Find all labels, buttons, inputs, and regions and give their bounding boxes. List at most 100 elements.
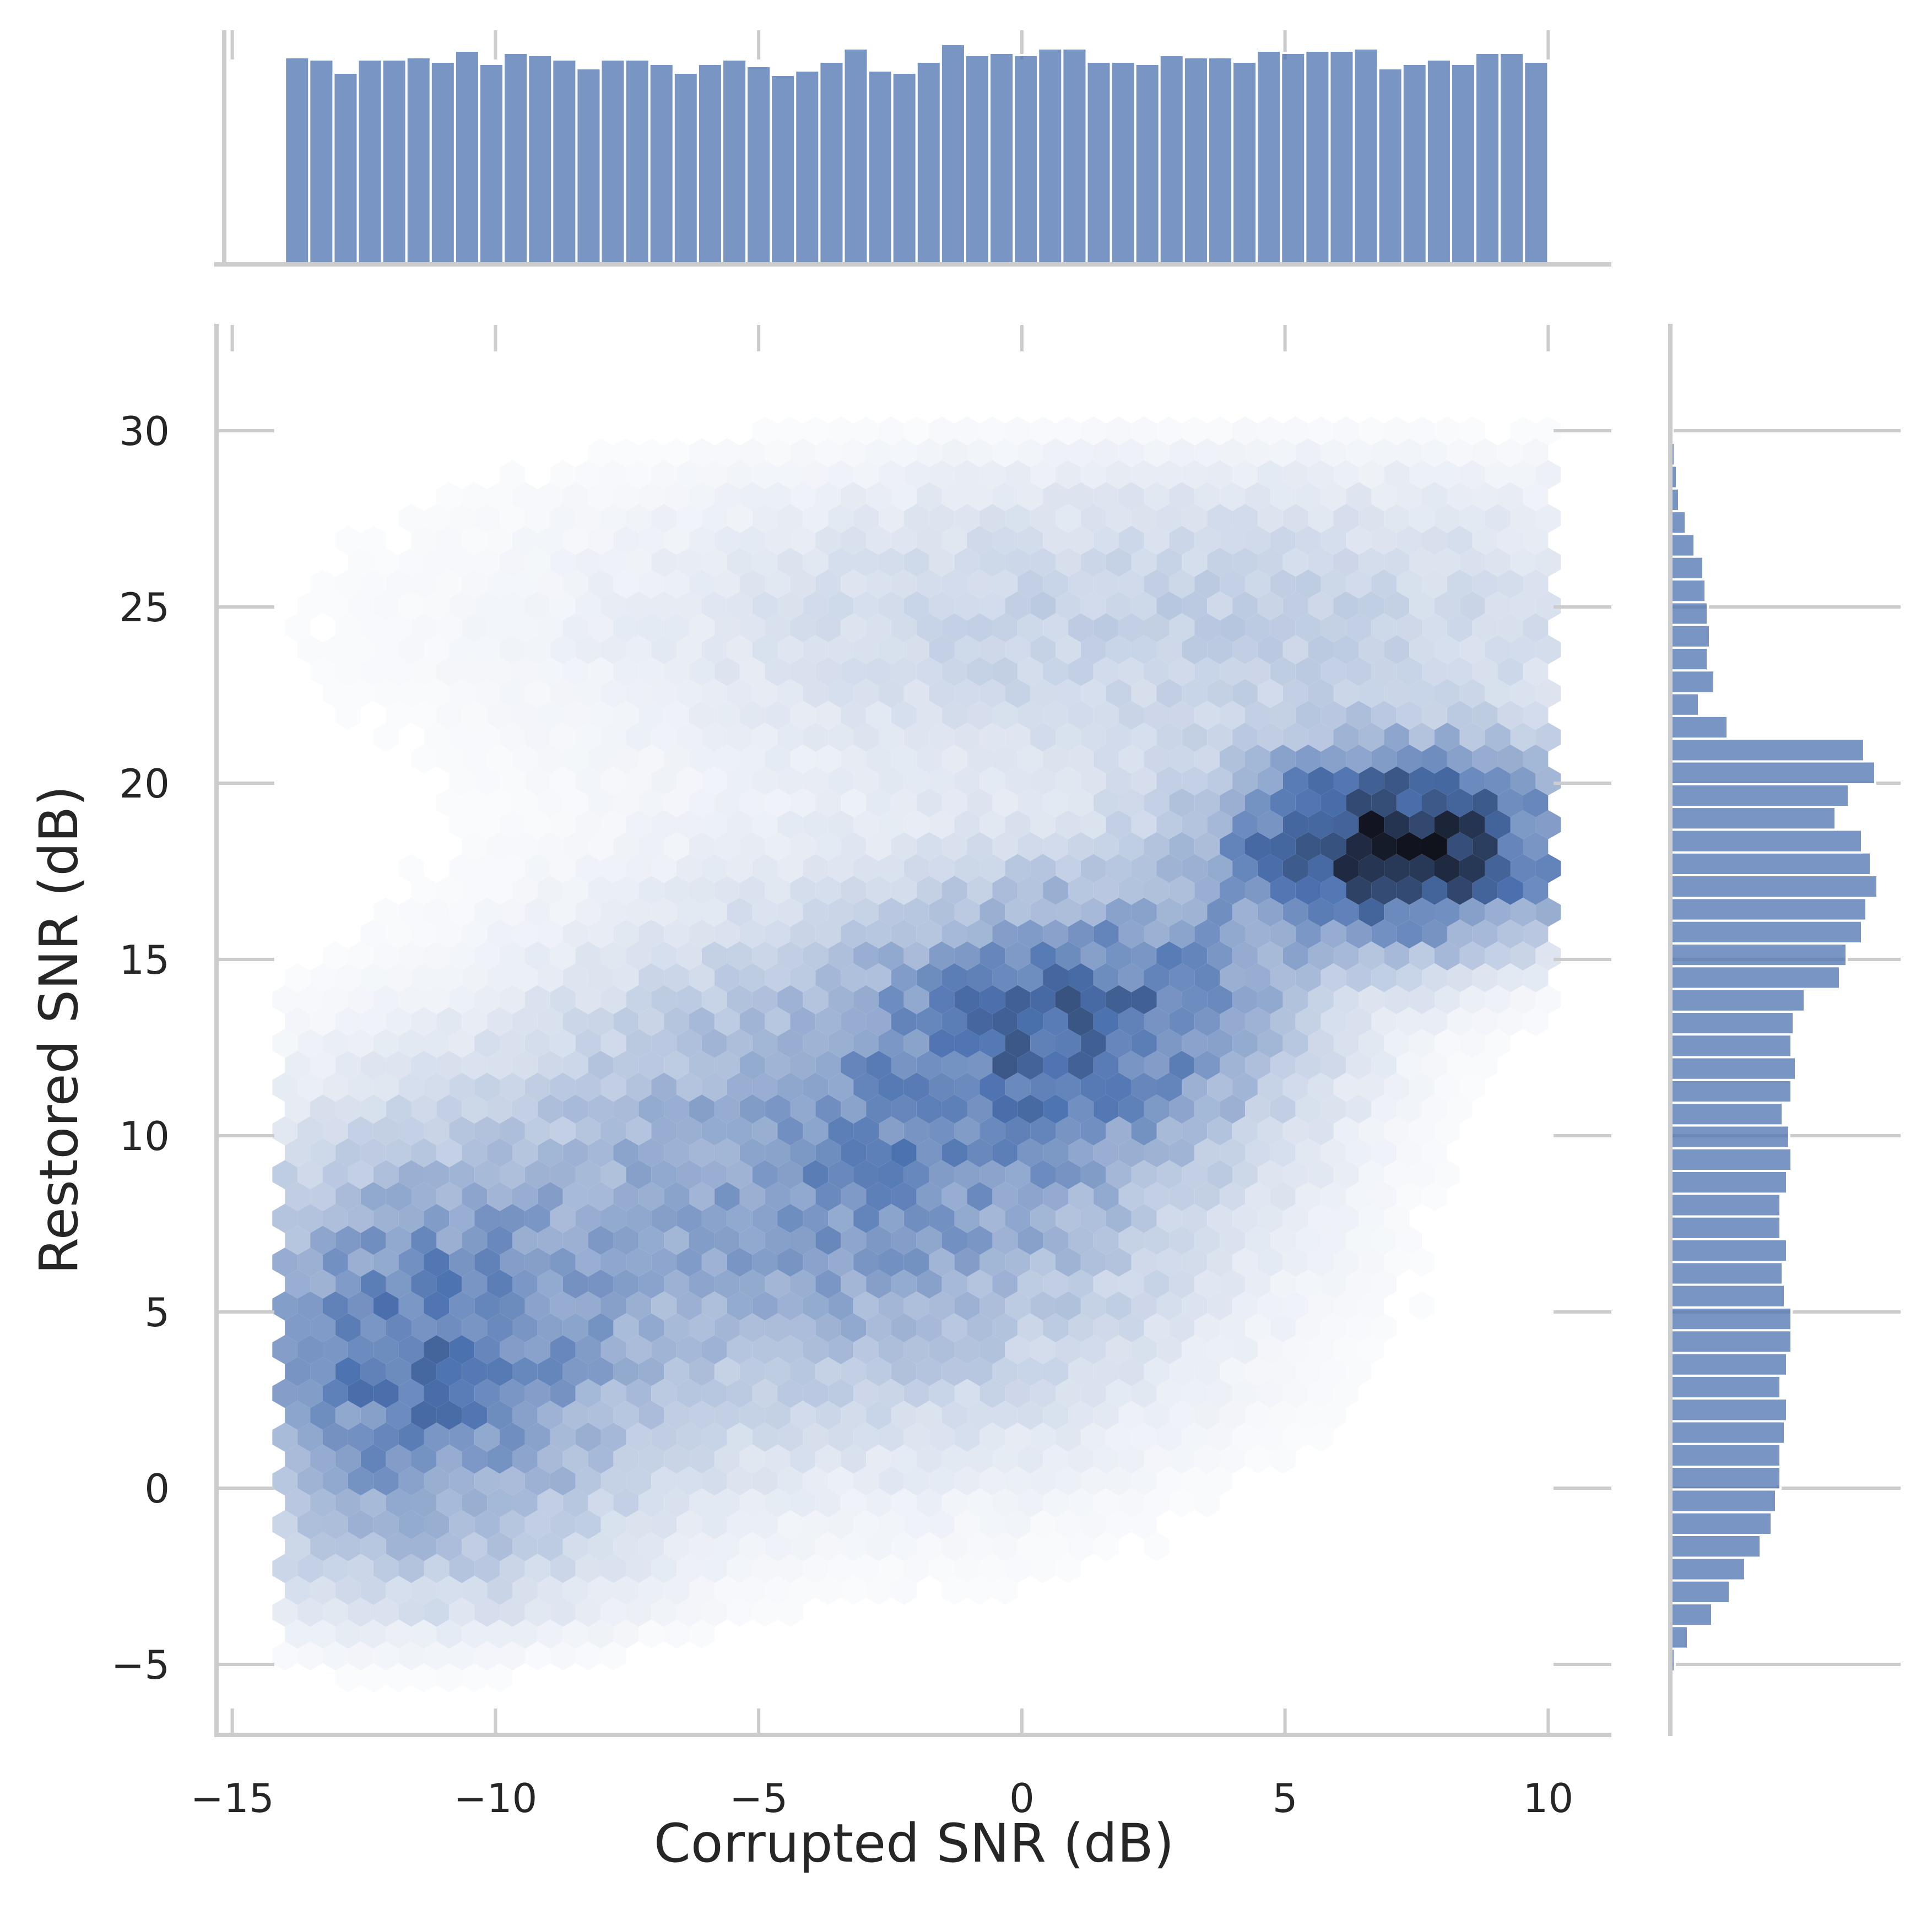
hexbin-cell	[828, 503, 854, 533]
hexbin-cell	[1409, 897, 1435, 927]
hexbin-cell	[664, 1050, 689, 1080]
hexbin-cell	[524, 1072, 550, 1102]
hexbin-cell	[1371, 1007, 1397, 1037]
hexbin-cell	[714, 569, 740, 599]
hexbin-cell	[537, 1050, 563, 1080]
hexbin-cell	[348, 985, 374, 1015]
hexbin-cell	[1485, 810, 1511, 839]
hexbin-cell	[664, 1225, 689, 1255]
hexbin-cell	[1093, 788, 1119, 817]
hexbin-cell	[360, 919, 386, 949]
hexbin-cell	[1220, 1225, 1245, 1255]
hexbin-cell	[323, 1247, 348, 1277]
hexbin-cell	[1043, 1269, 1068, 1299]
hexbin-cell	[1295, 744, 1321, 774]
hexbin-cell	[398, 1379, 424, 1408]
hexbin-cell	[866, 569, 891, 599]
hexbin-cell	[815, 613, 841, 643]
hexbin-cell	[500, 1466, 525, 1496]
hexbin-cell	[323, 1072, 348, 1102]
hexbin-cell	[790, 1444, 816, 1474]
hexbin-cell	[1207, 416, 1233, 446]
hexbin-cell	[1245, 657, 1270, 686]
hexbin-cell	[638, 919, 664, 949]
hexbin-cell	[739, 1182, 765, 1211]
hexbin-cell	[841, 1357, 867, 1386]
hexbin-cell	[285, 1357, 311, 1386]
hexbin-cell	[626, 460, 652, 490]
hexbin-cell	[677, 941, 702, 971]
hexbin-cell	[841, 832, 867, 861]
hexbin-cell	[1308, 1072, 1334, 1102]
hexbin-cell	[474, 591, 500, 621]
hexbin-cell	[562, 1401, 588, 1430]
hexbin-cell	[348, 1554, 374, 1583]
hexbin-cell	[916, 919, 942, 949]
x-tick-label: −10	[453, 1775, 537, 1821]
hexbin-cell	[638, 1575, 664, 1605]
hexbin-cell	[752, 503, 778, 533]
hexbin-cell	[714, 1050, 740, 1080]
hexbin-cell	[1282, 1291, 1308, 1321]
hexbin-cell	[1422, 744, 1447, 774]
hexbin-cell	[828, 897, 854, 927]
hexbin-cell	[1245, 1444, 1270, 1474]
hexbin-cell	[891, 788, 917, 817]
hexbin-cell	[1510, 854, 1536, 883]
hexbin-cell	[323, 679, 348, 708]
hexbin-cell	[1384, 460, 1410, 490]
right-histogram-bar	[1669, 1602, 1713, 1628]
hexbin-cell	[1220, 1444, 1245, 1474]
hexbin-cell	[550, 1072, 576, 1102]
hexbin-cell	[1080, 1072, 1106, 1102]
hexbin-cell	[828, 810, 854, 839]
hexbin-cell	[677, 854, 702, 883]
hexbin-cell	[891, 1182, 917, 1211]
y-tick-label: 10	[119, 1113, 170, 1159]
hexbin-cell	[815, 1007, 841, 1037]
hexbin-cell	[588, 875, 614, 905]
hexbin-cell	[323, 1203, 348, 1233]
hexbin-cell	[929, 1379, 955, 1408]
hexbin-cell	[537, 701, 563, 730]
hexbin-cell	[879, 1029, 904, 1058]
hexbin-cell	[613, 1444, 639, 1474]
hexbin-cell	[1131, 1203, 1157, 1233]
top-marginal-histogram	[214, 30, 1611, 267]
hexbin-cell	[1080, 722, 1106, 752]
hexbin-cell	[992, 1138, 1018, 1168]
hexbin-cell	[1371, 875, 1397, 905]
hexbin-cell	[891, 525, 917, 555]
hexbin-cell	[335, 525, 361, 555]
hexbin-cell	[1422, 701, 1447, 730]
top-histogram-bar	[818, 61, 845, 265]
hexbin-cell	[1447, 1050, 1473, 1080]
hexbin-cell	[360, 1050, 386, 1080]
hexbin-cell	[1030, 1379, 1056, 1408]
hexbin-cell	[1144, 1357, 1170, 1386]
hexbin-cell	[638, 963, 664, 992]
hexbin-cell	[979, 635, 1005, 664]
hexbin-cell	[1005, 1510, 1031, 1539]
hexbin-cell	[1447, 1094, 1473, 1124]
hexbin-cell	[903, 1160, 929, 1190]
hexbin-cell	[562, 1444, 588, 1474]
hexbin-cell	[272, 1029, 298, 1058]
hexbin-cell	[1359, 547, 1384, 577]
hexbin-cell	[1257, 897, 1283, 927]
hexbin-cell	[1422, 525, 1447, 555]
hexbin-cell	[651, 1116, 677, 1146]
hexbin-cell	[790, 1050, 816, 1080]
hexbin-cell	[1005, 547, 1031, 577]
hexbin-cell	[879, 766, 904, 796]
hexbin-cell	[1156, 1291, 1182, 1321]
hexbin-cell	[1346, 1313, 1372, 1343]
hexbin-cell	[1308, 1116, 1334, 1146]
hexbin-cell	[500, 1510, 525, 1539]
hexbin-cell	[1257, 810, 1283, 839]
hexbin-cell	[1106, 460, 1132, 490]
hexbin-cell	[1068, 1357, 1094, 1386]
hexbin-cell	[714, 1094, 740, 1124]
hexbin-cell	[537, 1575, 563, 1605]
hexbin-cell	[1510, 460, 1536, 490]
